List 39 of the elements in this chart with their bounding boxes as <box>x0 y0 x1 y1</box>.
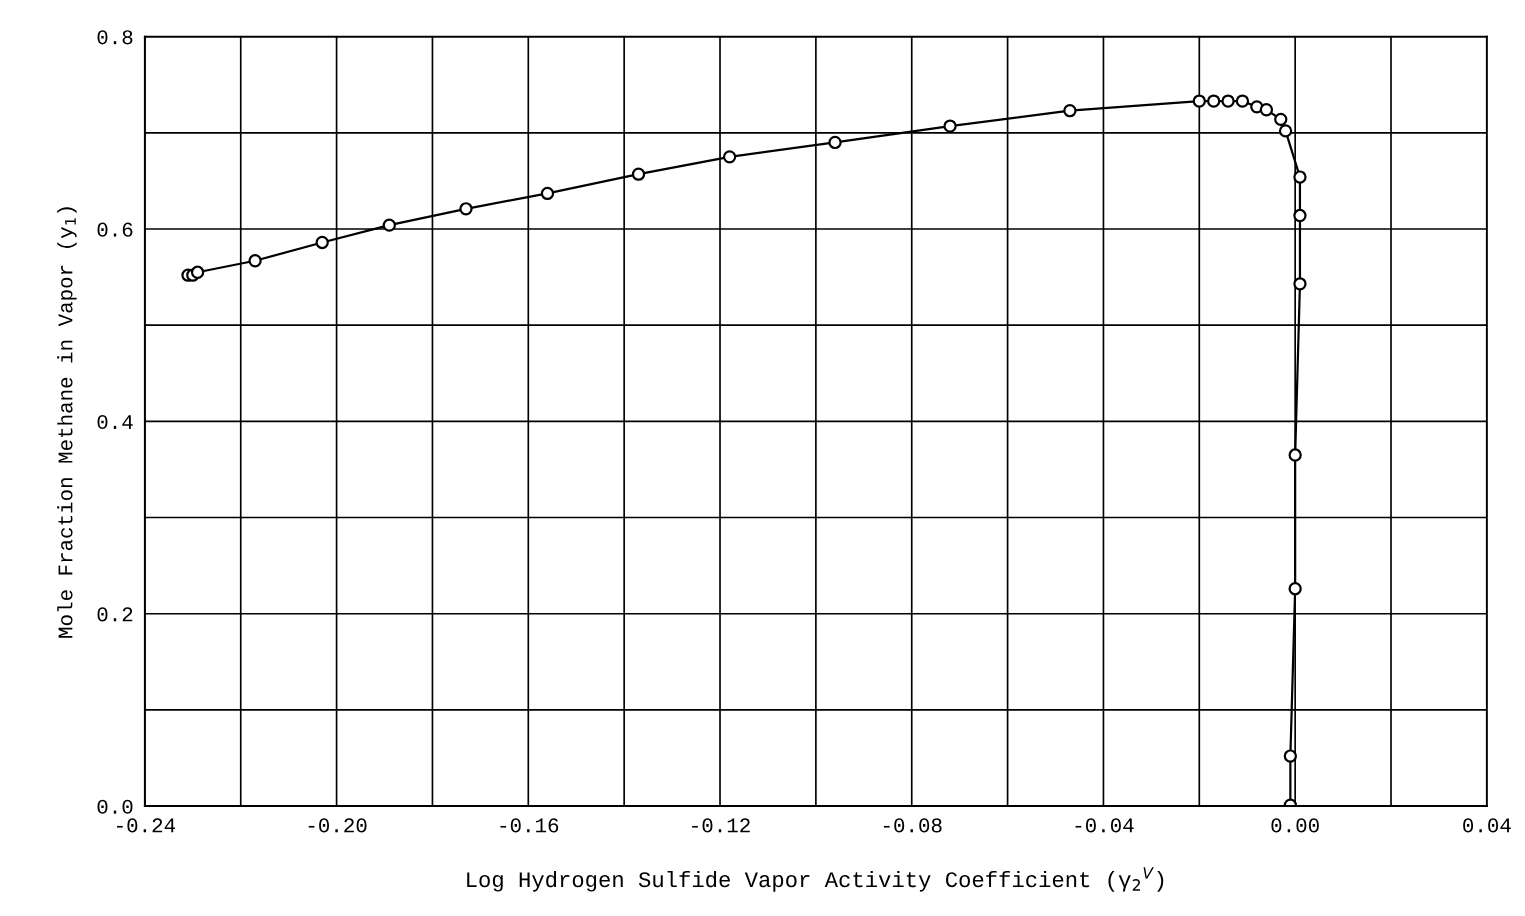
point <box>631 167 646 181</box>
y-axis-title: Mole Fraction Methane in Vapor (y$_{1}$) <box>57 207 77 638</box>
x-tick-label: -0.12 <box>692 818 750 833</box>
point <box>315 235 329 250</box>
y-tick-label: 0.6 <box>97 222 133 237</box>
y-tick-label: 0.8 <box>97 30 133 45</box>
point <box>1293 208 1307 223</box>
point <box>1221 94 1235 108</box>
x-tick-label: 0.04 <box>1463 818 1511 833</box>
point <box>248 254 262 268</box>
y-tick-label: 0.4 <box>97 414 133 430</box>
point <box>1235 94 1250 108</box>
point <box>1063 104 1077 118</box>
point <box>1274 112 1288 127</box>
point <box>1192 94 1206 108</box>
point <box>190 265 205 279</box>
point <box>382 218 396 232</box>
x-tick-label: 0.00 <box>1271 818 1319 833</box>
point <box>540 186 555 201</box>
x-tick-label: -0.20 <box>308 818 367 833</box>
point <box>1288 582 1302 596</box>
y-tick-label: 0.0 <box>97 799 133 814</box>
point <box>943 119 957 133</box>
point <box>1293 277 1307 291</box>
x-tick-label: -0.16 <box>500 818 559 833</box>
point <box>1283 749 1298 763</box>
x-tick-label: -0.24 <box>117 818 176 833</box>
y-tick-label: 0.2 <box>97 607 133 622</box>
point <box>1259 103 1274 117</box>
point <box>1207 94 1221 108</box>
x-axis-title: Log Hydrogen Sulfide Vapor Activity Coefficient (γ$_{2}$$^{V}$) <box>467 867 1164 892</box>
x-tick-label: -0.08 <box>883 818 942 833</box>
x-tick-label: -0.04 <box>1075 818 1134 833</box>
point <box>828 135 842 150</box>
point <box>1288 448 1302 462</box>
point <box>1293 170 1307 184</box>
point <box>722 150 737 164</box>
point <box>1278 124 1293 138</box>
point <box>459 202 473 216</box>
